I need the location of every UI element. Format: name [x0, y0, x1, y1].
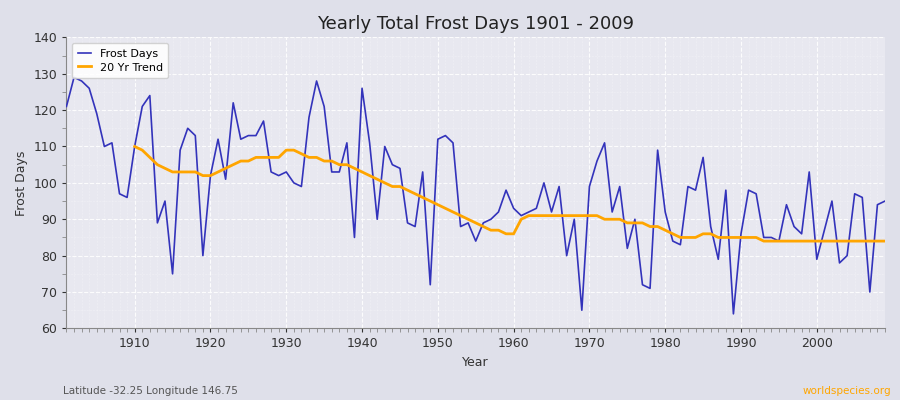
Line: 20 Yr Trend: 20 Yr Trend	[135, 146, 885, 241]
Frost Days	[68, 75, 79, 80]
20 Yr Trend	[850, 239, 860, 244]
Frost Days	[341, 140, 352, 145]
20 Yr Trend	[576, 213, 587, 218]
Frost Days	[728, 312, 739, 316]
Frost Days	[516, 213, 526, 218]
20 Yr Trend	[303, 155, 314, 160]
20 Yr Trend	[826, 239, 837, 244]
Frost Days	[296, 184, 307, 189]
Title: Yearly Total Frost Days 1901 - 2009: Yearly Total Frost Days 1901 - 2009	[317, 15, 634, 33]
Frost Days	[61, 104, 72, 109]
Text: Latitude -32.25 Longitude 146.75: Latitude -32.25 Longitude 146.75	[63, 386, 238, 396]
Legend: Frost Days, 20 Yr Trend: Frost Days, 20 Yr Trend	[72, 43, 168, 78]
20 Yr Trend	[130, 144, 140, 149]
20 Yr Trend	[516, 217, 526, 222]
Frost Days	[130, 144, 140, 149]
Text: worldspecies.org: worldspecies.org	[803, 386, 891, 396]
Y-axis label: Frost Days: Frost Days	[15, 150, 28, 216]
X-axis label: Year: Year	[463, 356, 489, 369]
Frost Days	[607, 210, 617, 214]
20 Yr Trend	[879, 239, 890, 244]
20 Yr Trend	[759, 239, 769, 244]
Frost Days	[508, 206, 519, 211]
Line: Frost Days: Frost Days	[67, 77, 885, 314]
Frost Days	[879, 199, 890, 204]
20 Yr Trend	[274, 155, 284, 160]
